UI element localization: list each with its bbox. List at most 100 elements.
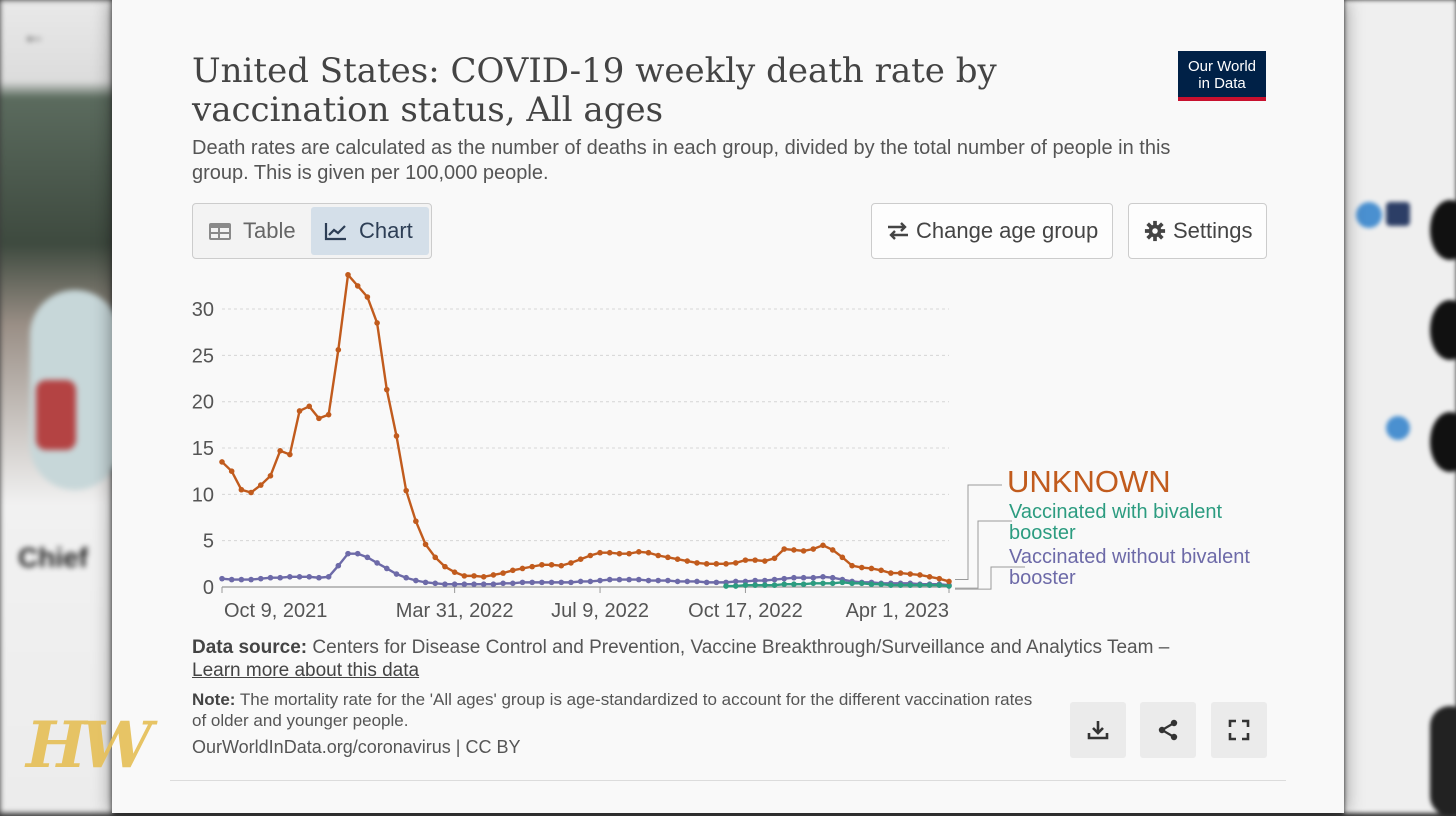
data-point-vaccinated-without-bivalent-booster [636,576,642,583]
data-point-vaccinated-with-bivalent-booster [829,580,836,587]
legend-label-without-line1[interactable]: Vaccinated without bivalent [1009,546,1250,568]
background-page-right [1344,0,1456,816]
data-point-vaccinated-with-bivalent-booster [936,582,943,588]
source-url[interactable]: OurWorldInData.org/coronavirus | CC BY [192,737,521,757]
data-point-vaccinated-without-bivalent-booster [277,574,283,581]
data-point-unknown [335,347,342,353]
fullscreen-button[interactable] [1211,702,1267,758]
data-point-vaccinated-without-bivalent-booster [732,578,739,585]
download-button[interactable] [1070,702,1126,758]
x-tick-label: Jul 9, 2022 [551,600,649,622]
data-point-unknown [829,547,836,553]
legend-label-unknown[interactable]: UNKNOWN [1007,464,1171,499]
data-point-vaccinated-without-bivalent-booster [781,575,788,582]
data-point-vaccinated-without-bivalent-booster [810,574,817,581]
data-point-unknown [762,558,768,564]
data-point-vaccinated-without-bivalent-booster [665,577,671,584]
tab-table[interactable]: Table [197,207,309,255]
legend-label-bivalent-line1[interactable]: Vaccinated with bivalent [1009,501,1223,523]
data-point-unknown [568,560,574,566]
data-point-unknown [500,570,506,576]
data-point-unknown [684,558,691,564]
data-point-unknown [403,487,409,494]
data-point-unknown [888,570,894,576]
settings-button[interactable]: Settings [1128,203,1267,259]
data-point-unknown [907,571,914,577]
background-verified-icon [1386,416,1410,440]
data-point-unknown [432,554,439,561]
data-point-vaccinated-without-bivalent-booster [616,576,623,583]
data-point-vaccinated-without-bivalent-booster [577,578,584,585]
legend-label-without-line2[interactable]: booster [1009,567,1076,589]
background-avatar [1430,412,1456,472]
data-point-vaccinated-without-bivalent-booster [626,576,632,583]
data-point-unknown [228,468,235,474]
data-point-unknown [529,563,535,570]
line-chart: 0 5 10 15 20 25 30 Oct 9, 2021 Mar 31, 2022 Jul … [192,271,1250,622]
chart-note: Note: The mortality rate for the 'All ag… [192,689,1042,731]
data-point-vaccinated-without-bivalent-booster [694,578,700,585]
data-point-vaccinated-with-bivalent-booster [810,580,817,587]
chart-subtitle: Death rates are calculated as the number… [192,137,1171,184]
owid-logo[interactable]: Our World in Data [1178,51,1266,101]
data-point-vaccinated-without-bivalent-booster [762,577,768,584]
data-point-unknown [510,567,516,574]
data-point-unknown [451,569,458,575]
data-point-unknown [839,554,846,561]
background-avatar [1430,300,1456,360]
data-point-vaccinated-without-bivalent-booster [383,565,390,572]
legend-label-bivalent-line2[interactable]: booster [1009,522,1076,544]
data-point-unknown [917,572,923,578]
x-tick-label: Apr 1, 2023 [846,600,949,622]
data-point-vaccinated-without-bivalent-booster [393,571,400,577]
y-tick-label: 20 [192,392,214,414]
data-point-unknown [791,547,797,553]
share-button[interactable] [1140,702,1196,758]
data-point-vaccinated-without-bivalent-booster [422,579,429,586]
data-point-vaccinated-without-bivalent-booster [432,580,439,587]
data-point-vaccinated-without-bivalent-booster [442,581,448,588]
view-tabs: Table Chart [192,203,432,259]
data-point-vaccinated-without-bivalent-booster [461,581,468,588]
gear-icon [1144,220,1166,242]
data-point-vaccinated-without-bivalent-booster [519,579,526,586]
data-point-unknown [267,473,274,479]
data-point-unknown [868,565,875,572]
swap-arrows-icon [888,222,908,240]
data-point-unknown [354,283,361,289]
tab-chart[interactable]: Chart [311,207,429,255]
hw-watermark-logo: HW [26,708,152,783]
data-point-vaccinated-with-bivalent-booster [878,581,884,588]
data-point-unknown [364,294,371,300]
series-line-unknown [221,271,950,583]
data-point-vaccinated-without-bivalent-booster [791,574,797,581]
data-point-unknown [732,560,739,566]
data-point-vaccinated-with-bivalent-booster [907,582,914,588]
data-point-unknown [539,561,545,568]
data-point-vaccinated-without-bivalent-booster [345,550,351,557]
y-tick-label: 30 [192,299,214,321]
data-point-vaccinated-without-bivalent-booster [248,576,254,583]
data-point-unknown [636,548,642,555]
data-point-vaccinated-without-bivalent-booster [529,579,535,586]
data-point-vaccinated-without-bivalent-booster [354,550,361,557]
data-point-unknown [548,561,555,568]
data-point-vaccinated-without-bivalent-booster [655,577,661,584]
data-point-unknown [248,489,254,496]
learn-more-link[interactable]: Learn more about this data [192,660,420,681]
data-point-vaccinated-without-bivalent-booster [364,554,371,561]
legend-connector-bivalent [955,520,1012,589]
logo-line1: Our World [1187,58,1257,75]
data-point-unknown [878,567,884,574]
change-age-group-button[interactable]: Change age group [871,203,1113,259]
data-point-unknown [393,433,400,439]
data-point-vaccinated-without-bivalent-booster [267,574,274,581]
data-point-unknown [277,448,283,454]
data-point-vaccinated-with-bivalent-booster [917,582,923,588]
data-point-unknown [897,570,904,576]
data-point-unknown [946,578,952,585]
footer-divider [170,780,1286,781]
data-point-vaccinated-without-bivalent-booster [548,579,555,586]
data-point-vaccinated-without-bivalent-booster [820,574,826,580]
data-point-vaccinated-with-bivalent-booster [849,580,855,587]
